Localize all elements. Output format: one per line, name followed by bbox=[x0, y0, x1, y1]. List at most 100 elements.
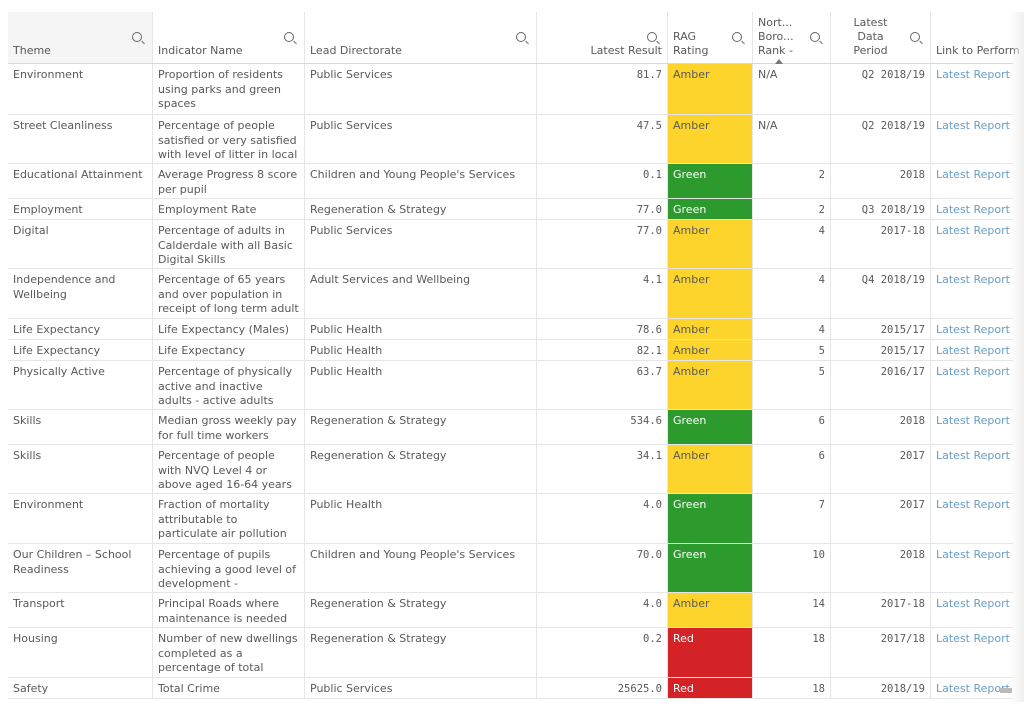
table-row[interactable]: Our Children – School Readiness Percentag… bbox=[8, 544, 1013, 593]
theme-cell: Environment bbox=[8, 494, 153, 543]
latest-report-link[interactable]: Latest Report bbox=[936, 498, 1010, 511]
rank-cell: N/A bbox=[753, 115, 831, 163]
period-cell: Q2 2018/19 bbox=[831, 64, 931, 114]
header-label: Lead Directorate bbox=[310, 44, 402, 57]
period-cell: 2018/19 bbox=[831, 678, 931, 698]
indicator-cell: Percentage of physically active and inac… bbox=[153, 361, 305, 409]
search-icon[interactable] bbox=[516, 32, 526, 42]
latest-report-link[interactable]: Latest Report bbox=[936, 344, 1010, 357]
result-cell: 534.6 bbox=[537, 410, 668, 444]
result-cell: 4.1 bbox=[537, 269, 668, 318]
latest-report-link[interactable]: Latest Report bbox=[936, 632, 1010, 645]
header-theme[interactable]: Theme bbox=[8, 12, 153, 63]
search-icon[interactable] bbox=[132, 32, 142, 42]
theme-cell: Life Expectancy bbox=[8, 340, 153, 360]
directorate-cell: Children and Young People's Services bbox=[305, 164, 537, 198]
latest-report-link[interactable]: Latest Report bbox=[936, 119, 1010, 132]
period-cell: 2017-18 bbox=[831, 220, 931, 268]
table-row[interactable]: Physically Active Percentage of physicall… bbox=[8, 361, 1013, 410]
latest-report-link[interactable]: Latest Report bbox=[936, 273, 1010, 286]
header-latest-data-period[interactable]: Latest Data Period bbox=[831, 12, 931, 63]
header-label: Nort... Boro... Rank - bbox=[758, 16, 794, 57]
table-row[interactable]: Skills Percentage of people with NVQ Leve… bbox=[8, 445, 1013, 494]
table-row[interactable]: Skills Median gross weekly pay for full t… bbox=[8, 410, 1013, 445]
rag-cell: Green bbox=[668, 494, 753, 543]
theme-cell: Environment bbox=[8, 64, 153, 114]
search-icon[interactable] bbox=[910, 32, 920, 42]
theme-cell: Safety bbox=[8, 678, 153, 698]
period-cell: 2015/17 bbox=[831, 319, 931, 339]
header-rag-rating[interactable]: RAG Rating bbox=[668, 12, 753, 63]
latest-report-link[interactable]: Latest Report bbox=[936, 449, 1010, 462]
period-cell: Q4 2018/19 bbox=[831, 269, 931, 318]
search-icon[interactable] bbox=[732, 32, 742, 42]
header-link[interactable]: Link to Perform bbox=[931, 12, 1020, 63]
header-lead-directorate[interactable]: Lead Directorate bbox=[305, 12, 537, 63]
period-cell: 2018 bbox=[831, 544, 931, 592]
indicator-cell: Percentage of pupils achieving a good le… bbox=[153, 544, 305, 592]
latest-report-link[interactable]: Latest Report bbox=[936, 224, 1010, 237]
table-row[interactable]: Educational Attainment Average Progress 8… bbox=[8, 164, 1013, 199]
rag-cell: Amber bbox=[668, 269, 753, 318]
table-row[interactable]: Environment Proportion of residents using… bbox=[8, 64, 1013, 115]
result-cell: 77.0 bbox=[537, 220, 668, 268]
latest-report-link[interactable]: Latest Report bbox=[936, 414, 1010, 427]
rank-cell: 14 bbox=[753, 593, 831, 627]
table-row[interactable]: Employment Employment Rate Regeneration & … bbox=[8, 199, 1013, 220]
indicator-cell: Life Expectancy (Males) bbox=[153, 319, 305, 339]
latest-report-link[interactable]: Latest Report bbox=[936, 365, 1010, 378]
table-row[interactable]: Street Cleanliness Percentage of people s… bbox=[8, 115, 1013, 164]
latest-report-link[interactable]: Latest Report bbox=[936, 548, 1010, 561]
rag-cell: Red bbox=[668, 678, 753, 698]
table-row[interactable]: Transport Principal Roads where maintenan… bbox=[8, 593, 1013, 628]
latest-report-link[interactable]: Latest Report bbox=[936, 168, 1010, 181]
directorate-cell: Regeneration & Strategy bbox=[305, 628, 537, 677]
result-cell: 34.1 bbox=[537, 445, 668, 493]
period-cell: Q2 2018/19 bbox=[831, 115, 931, 163]
search-icon[interactable] bbox=[284, 32, 294, 42]
rank-cell: N/A bbox=[753, 64, 831, 114]
indicator-cell: Proportion of residents using parks and … bbox=[153, 64, 305, 114]
search-icon[interactable] bbox=[647, 32, 657, 42]
directorate-cell: Adult Services and Wellbeing bbox=[305, 269, 537, 318]
indicator-cell: Percentage of adults in Calderdale with … bbox=[153, 220, 305, 268]
table-row[interactable]: Environment Fraction of mortality attribu… bbox=[8, 494, 1013, 544]
result-cell: 47.5 bbox=[537, 115, 668, 163]
theme-cell: Independence and Wellbeing bbox=[8, 269, 153, 318]
theme-cell: Housing bbox=[8, 628, 153, 677]
latest-report-link[interactable]: Latest Report bbox=[936, 323, 1010, 336]
directorate-cell: Regeneration & Strategy bbox=[305, 199, 537, 219]
rag-cell: Green bbox=[668, 544, 753, 592]
table-row[interactable]: Housing Number of new dwellings completed… bbox=[8, 628, 1013, 678]
header-latest-result[interactable]: Latest Result bbox=[537, 12, 668, 63]
theme-cell: Street Cleanliness bbox=[8, 115, 153, 163]
theme-cell: Our Children – School Readiness bbox=[8, 544, 153, 592]
latest-report-link[interactable]: Latest Report bbox=[936, 203, 1010, 216]
rank-cell: 18 bbox=[753, 628, 831, 677]
rag-cell: Red bbox=[668, 628, 753, 677]
horizontal-scrollbar[interactable] bbox=[1000, 688, 1012, 693]
period-cell: 2017 bbox=[831, 445, 931, 493]
latest-report-link[interactable]: Latest Report bbox=[936, 68, 1010, 81]
theme-cell: Life Expectancy bbox=[8, 319, 153, 339]
period-cell: 2015/17 bbox=[831, 340, 931, 360]
header-borough-rank[interactable]: Nort... Boro... Rank - bbox=[753, 12, 831, 64]
latest-report-link[interactable]: Latest Report bbox=[936, 597, 1010, 610]
period-cell: 2018 bbox=[831, 164, 931, 198]
header-label: Latest Result bbox=[590, 44, 662, 57]
directorate-cell: Public Health bbox=[305, 319, 537, 339]
search-icon[interactable] bbox=[810, 32, 820, 42]
table-row[interactable]: Independence and Wellbeing Percentage of … bbox=[8, 269, 1013, 319]
latest-report-link[interactable]: Latest Report bbox=[936, 682, 1010, 695]
rank-cell: 4 bbox=[753, 269, 831, 318]
table-row[interactable]: Safety Total Crime Public Services 25625.0 R… bbox=[8, 678, 1013, 699]
header-label: Indicator Name bbox=[158, 44, 243, 57]
kpi-table: Theme Indicator Name Lead Directorate La… bbox=[8, 12, 1020, 699]
rank-cell: 2 bbox=[753, 199, 831, 219]
indicator-cell: Principal Roads where maintenance is nee… bbox=[153, 593, 305, 627]
header-indicator-name[interactable]: Indicator Name bbox=[153, 12, 305, 63]
table-row[interactable]: Life Expectancy Life Expectancy (Males) Pu… bbox=[8, 319, 1013, 340]
theme-cell: Skills bbox=[8, 410, 153, 444]
table-row[interactable]: Digital Percentage of adults in Calderdal… bbox=[8, 220, 1013, 269]
